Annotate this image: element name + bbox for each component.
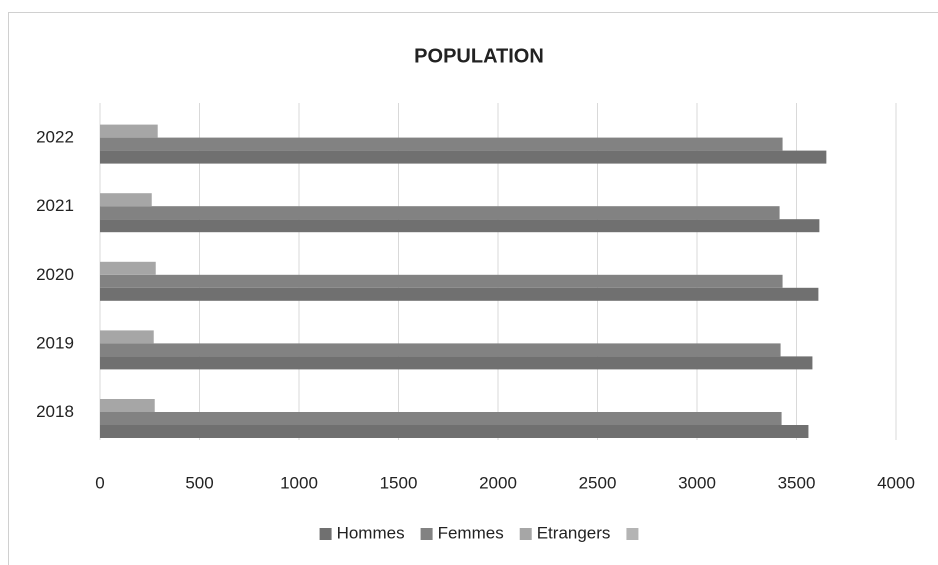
bar bbox=[100, 193, 152, 207]
legend-swatch bbox=[626, 528, 639, 540]
legend-swatch bbox=[319, 528, 332, 540]
x-tick-label: 3000 bbox=[678, 473, 716, 492]
x-tick-label: 4000 bbox=[877, 473, 915, 492]
bar bbox=[100, 343, 781, 357]
bar bbox=[100, 206, 780, 220]
x-tick-label: 1500 bbox=[380, 473, 418, 492]
bar bbox=[100, 356, 813, 370]
bar bbox=[100, 124, 158, 138]
legend-swatch bbox=[420, 528, 433, 540]
x-tick-label: 1000 bbox=[280, 473, 318, 492]
x-tick-label: 0 bbox=[95, 473, 104, 492]
bar bbox=[100, 412, 782, 425]
x-tick-label: 3500 bbox=[778, 473, 816, 492]
bar bbox=[100, 137, 783, 151]
x-tick-label: 2000 bbox=[479, 473, 517, 492]
bar bbox=[100, 287, 819, 301]
bar bbox=[100, 425, 809, 438]
legend-label: Hommes bbox=[337, 523, 405, 542]
legend-label: Etrangers bbox=[537, 523, 611, 542]
y-tick-label: 2021 bbox=[36, 196, 74, 215]
bar bbox=[100, 399, 155, 412]
legend-label: Femmes bbox=[438, 523, 504, 542]
chart-title: POPULATION bbox=[414, 45, 544, 67]
bar bbox=[100, 219, 820, 233]
y-tick-label: 2020 bbox=[36, 265, 74, 284]
bar bbox=[100, 261, 156, 275]
y-tick-label: 2018 bbox=[36, 402, 74, 421]
x-tick-label: 2500 bbox=[579, 473, 617, 492]
bar bbox=[100, 150, 827, 164]
bar bbox=[100, 274, 783, 288]
y-tick-label: 2022 bbox=[36, 128, 74, 147]
x-tick-label: 500 bbox=[185, 473, 213, 492]
legend-swatch bbox=[519, 528, 532, 540]
bar bbox=[100, 330, 154, 344]
y-tick-label: 2019 bbox=[36, 333, 74, 352]
